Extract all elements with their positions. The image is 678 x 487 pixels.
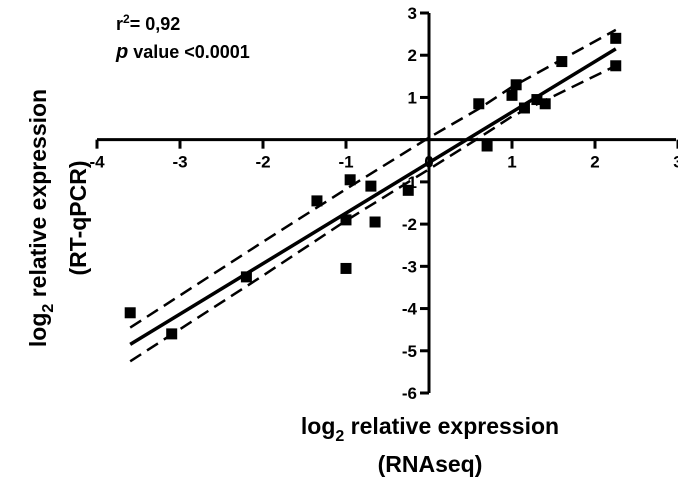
x-tick-label: -4 [89,153,105,172]
data-point [518,102,530,114]
regression-line-layer [129,47,617,346]
data-point [610,60,622,72]
p-value-annotation: p value <0.0001 [115,41,250,63]
x-tick-label: -1 [338,153,353,172]
x-tick-label: 0 [424,153,433,172]
x-tick-label: 2 [590,153,599,172]
data-point [510,79,522,91]
data-point [340,262,352,274]
data-points-layer [124,32,622,340]
data-point [340,214,352,226]
data-point [402,184,414,196]
y-axis-title: log2 relative expression [25,89,57,347]
y-tick-label: -4 [402,300,418,319]
y-tick-label: 2 [408,46,417,65]
r-squared-annotation: r2= 0,92 [116,12,180,34]
y-axis-title-line2: (RT-qPCR) [65,161,91,276]
x-tick-label: 1 [507,153,516,172]
x-tick-label: -2 [255,153,270,172]
data-point [311,195,323,207]
data-point [506,89,518,101]
data-point [531,94,543,106]
data-point [124,307,136,319]
data-point [539,98,551,110]
data-point [556,56,568,68]
x-tick-label: -3 [172,153,187,172]
data-point [240,271,252,283]
x-axis-title: log2 relative expression [301,413,559,445]
x-axis-title-line2: (RNAseq) [378,451,483,477]
y-tick-label: -3 [402,257,417,276]
data-point [369,216,381,228]
y-tick-label: 1 [408,88,417,107]
x-tick-label: 3 [673,153,678,172]
y-tick-label: -6 [402,384,417,403]
y-tick-label: -5 [402,342,417,361]
regression-line [129,47,617,346]
data-point [166,328,178,340]
data-point [481,140,493,152]
data-point [473,98,485,110]
data-point [344,174,356,186]
confidence-band-lower [129,64,617,363]
data-point [365,180,377,192]
y-tick-label: -2 [402,215,417,234]
y-tick-label: 3 [408,4,417,23]
data-point [610,32,622,44]
confidence-band-upper [129,28,617,329]
